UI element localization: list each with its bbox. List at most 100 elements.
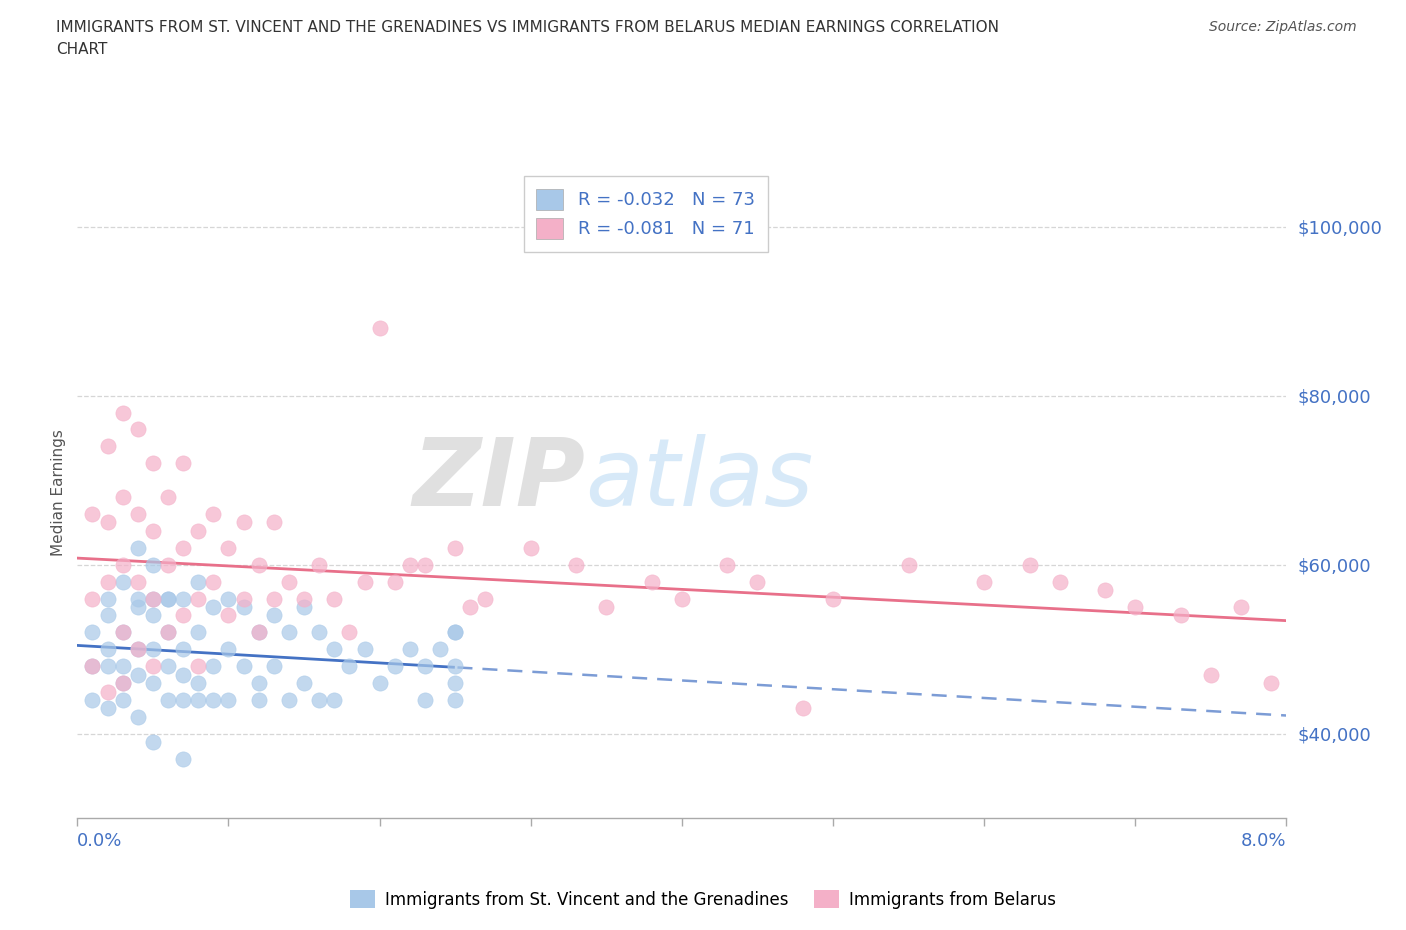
Point <box>82 625 104 640</box>
Point <box>444 540 467 555</box>
Point <box>157 557 180 572</box>
Point <box>671 591 693 606</box>
Point <box>111 625 134 640</box>
Point <box>82 658 104 673</box>
Point <box>96 574 118 589</box>
Point <box>247 693 270 708</box>
Point <box>96 642 118 657</box>
Point <box>157 625 180 640</box>
Point <box>308 625 330 640</box>
Point <box>111 658 134 673</box>
Point <box>1199 667 1222 682</box>
Point <box>323 693 346 708</box>
Point <box>172 591 194 606</box>
Point <box>142 676 165 691</box>
Point <box>157 591 180 606</box>
Point <box>218 642 240 657</box>
Point <box>218 693 240 708</box>
Point <box>172 456 194 471</box>
Point <box>111 574 134 589</box>
Point <box>1125 600 1147 615</box>
Legend: Immigrants from St. Vincent and the Grenadines, Immigrants from Belarus: Immigrants from St. Vincent and the Gren… <box>342 882 1064 917</box>
Point <box>127 642 149 657</box>
Point <box>127 642 149 657</box>
Point <box>172 540 194 555</box>
Point <box>474 591 496 606</box>
Point <box>157 490 180 505</box>
Point <box>218 540 240 555</box>
Point <box>111 405 134 420</box>
Point <box>96 591 118 606</box>
Point <box>444 625 467 640</box>
Point <box>339 625 360 640</box>
Point <box>142 735 165 750</box>
Point <box>308 693 330 708</box>
Point <box>278 693 301 708</box>
Point <box>96 439 118 454</box>
Point <box>247 625 270 640</box>
Point <box>247 625 270 640</box>
Point <box>413 557 436 572</box>
Point <box>353 574 375 589</box>
Text: 0.0%: 0.0% <box>77 832 122 850</box>
Point <box>247 676 270 691</box>
Point <box>187 676 209 691</box>
Point <box>520 540 543 555</box>
Point <box>323 591 346 606</box>
Text: CHART: CHART <box>56 42 108 57</box>
Point <box>142 456 165 471</box>
Point <box>142 658 165 673</box>
Point <box>111 625 134 640</box>
Point <box>247 557 270 572</box>
Point <box>187 574 209 589</box>
Point <box>157 591 180 606</box>
Point <box>172 608 194 623</box>
Point <box>142 524 165 538</box>
Point <box>368 676 391 691</box>
Point <box>1094 583 1116 598</box>
Point <box>142 557 165 572</box>
Point <box>187 524 209 538</box>
Point <box>127 422 149 437</box>
Point <box>413 658 436 673</box>
Point <box>1230 600 1253 615</box>
Point <box>111 490 134 505</box>
Point <box>142 608 165 623</box>
Point <box>82 591 104 606</box>
Point <box>96 608 118 623</box>
Point <box>172 642 194 657</box>
Point <box>82 507 104 522</box>
Point <box>142 642 165 657</box>
Point <box>278 625 301 640</box>
Point <box>716 557 738 572</box>
Point <box>187 658 209 673</box>
Point <box>263 608 285 623</box>
Y-axis label: Median Earnings: Median Earnings <box>51 430 66 556</box>
Point <box>641 574 664 589</box>
Point <box>111 676 134 691</box>
Point <box>127 540 149 555</box>
Point <box>308 557 330 572</box>
Point <box>111 693 134 708</box>
Point <box>278 574 301 589</box>
Point <box>82 658 104 673</box>
Point <box>172 751 194 766</box>
Point <box>202 507 225 522</box>
Point <box>1018 557 1040 572</box>
Point <box>127 591 149 606</box>
Legend: R = -0.032   N = 73, R = -0.081   N = 71: R = -0.032 N = 73, R = -0.081 N = 71 <box>523 177 768 251</box>
Point <box>323 642 346 657</box>
Point <box>353 642 375 657</box>
Point <box>111 676 134 691</box>
Text: atlas: atlas <box>585 434 814 525</box>
Point <box>232 591 254 606</box>
Point <box>823 591 845 606</box>
Point <box>1049 574 1071 589</box>
Point <box>444 658 467 673</box>
Point <box>460 600 482 615</box>
Text: Source: ZipAtlas.com: Source: ZipAtlas.com <box>1209 20 1357 34</box>
Point <box>96 701 118 716</box>
Point <box>263 515 285 530</box>
Point <box>232 658 254 673</box>
Point <box>187 693 209 708</box>
